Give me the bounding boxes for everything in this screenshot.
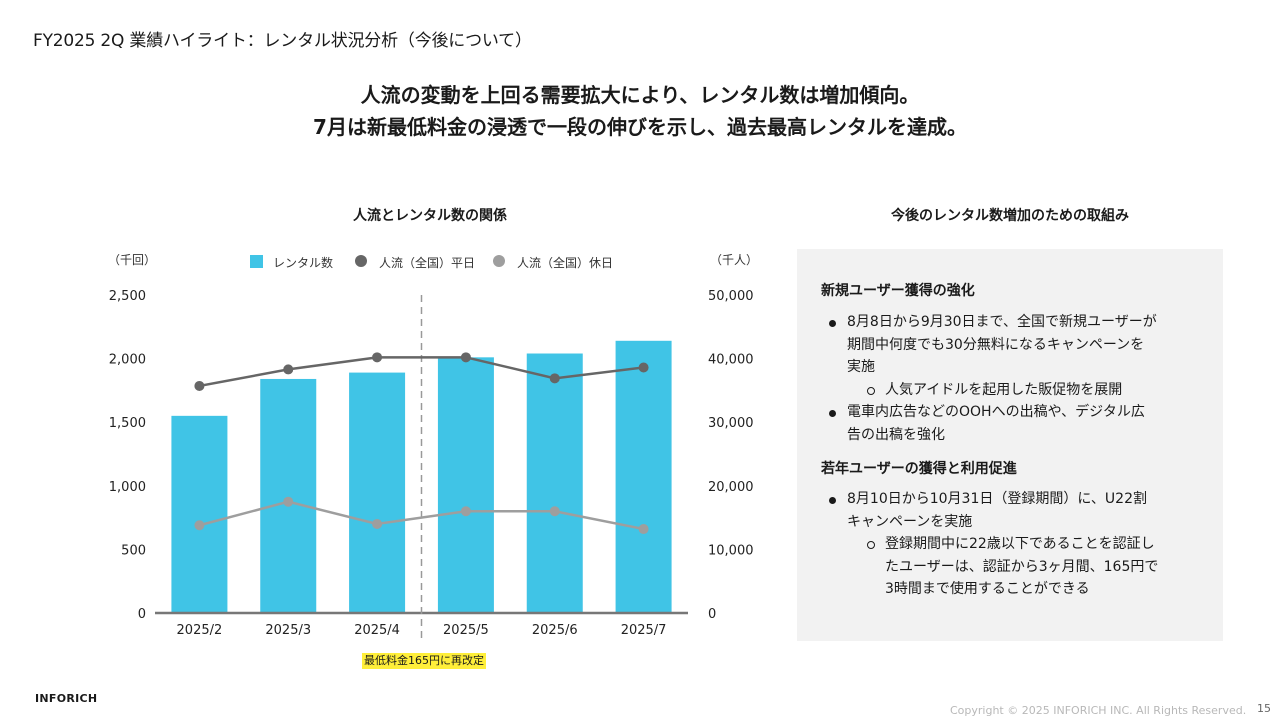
bar-2025-4 [349, 372, 406, 613]
left-tick-label: 2,500 [109, 289, 146, 304]
right-tick-label: 40,000 [708, 353, 754, 368]
legend-label-holiday: 人流（全国）休日 [517, 255, 613, 270]
young-users-list: 8月10日から10月31日（登録期間）に、U22割 キャンペーンを実施 登録期間… [827, 488, 1203, 601]
ticks-group: 0 500 1,000 1,500 2,000 2,500 0 10,000 20,000 30,… [109, 289, 754, 622]
left-axis-unit: （千回） [108, 253, 156, 267]
sub-list-item-line: 人気アイドルを起用した販促物を展開 [885, 381, 1123, 398]
sub-list: 登録期間中に22歳以下であることを認証し たユーザーは、認証から3ヶ月間、165… [847, 533, 1203, 601]
line-point [460, 506, 471, 517]
right-tick-label: 0 [708, 607, 716, 622]
chart-title: 人流とレンタル数の関係 [353, 208, 507, 224]
line-point [460, 352, 471, 363]
line-point [638, 362, 649, 373]
left-tick-label: 1,500 [109, 416, 146, 431]
section-title-young-users: 若年ユーザーの獲得と利用促進 [821, 461, 1017, 477]
line-point [283, 364, 294, 375]
bullet-dot-icon [829, 497, 836, 504]
category-label: 2025/3 [265, 623, 311, 638]
right-tick-label: 30,000 [708, 416, 754, 431]
category-label: 2025/7 [621, 623, 667, 638]
new-users-list: 8月8日から9月30日まで、全国で新規ユーザーが 期間中何度でも30分無料になる… [827, 311, 1203, 446]
right-tick-label: 10,000 [708, 543, 754, 558]
price-change-note: 最低料金165円に再改定 [362, 653, 486, 669]
list-item-line: 8月10日から10月31日（登録期間）に、U22割 [847, 491, 1147, 507]
bar-2025-5 [437, 357, 494, 613]
chart-legend: レンタル数 人流（全国）平日 人流（全国）休日 [250, 255, 613, 270]
headline-line-1: 人流の変動を上回る需要拡大により、レンタル数は増加傾向。 [360, 83, 920, 107]
list-item: 8月10日から10月31日（登録期間）に、U22割 キャンペーンを実施 登録期間… [827, 488, 1203, 601]
page-number: 15 [1257, 702, 1271, 715]
left-tick-label: 1,000 [109, 480, 146, 495]
right-tick-label: 20,000 [708, 480, 754, 495]
list-item: 電車内広告などのOOHへの出稿や、デジタル広 告の出稿を強化 [827, 401, 1203, 446]
sub-list: 人気アイドルを起用した販促物を展開 [847, 379, 1203, 402]
initiatives-heading: 今後のレンタル数増加のための取組み [891, 208, 1129, 224]
list-item-line: 電車内広告などのOOHへの出稿や、デジタル広 [847, 404, 1145, 420]
initiatives-panel: 新規ユーザー獲得の強化 8月8日から9月30日まで、全国で新規ユーザーが 期間中… [797, 249, 1223, 641]
category-label: 2025/4 [354, 623, 400, 638]
line-point [194, 520, 205, 531]
bar-2025-6 [526, 353, 583, 613]
line-point [283, 496, 294, 507]
list-item-line: 実施 [847, 359, 875, 375]
bar-2025-2 [171, 415, 228, 613]
line-series-人流（全国）平日 [199, 356, 644, 388]
legend-label-rentals: レンタル数 [273, 255, 333, 270]
left-tick-label: 2,000 [109, 353, 146, 368]
line-point [549, 373, 560, 384]
section-title-new-users: 新規ユーザー獲得の強化 [821, 283, 975, 299]
category-label: 2025/5 [443, 623, 489, 638]
bar-2025-7 [615, 340, 672, 613]
lines-group [194, 352, 649, 535]
left-tick-label: 500 [121, 543, 146, 558]
bullet-circle-icon [867, 386, 875, 395]
list-item: 8月8日から9月30日まで、全国で新規ユーザーが 期間中何度でも30分無料になる… [827, 311, 1203, 401]
chart: 0 500 1,000 1,500 2,000 2,500 0 10,000 20,000 30,… [108, 253, 758, 640]
bullet-dot-icon [829, 320, 836, 327]
headline-line-2: 7月は新最低料金の浸透で一段の伸びを示し、過去最高レンタルを達成。 [313, 115, 967, 139]
list-item-line: 8月8日から9月30日まで、全国で新規ユーザーが [847, 314, 1157, 330]
bullet-circle-icon [867, 541, 875, 549]
line-point [549, 506, 560, 517]
legend-swatch-holiday [493, 255, 505, 267]
line-point [638, 524, 649, 535]
sub-list-item-line: 登録期間中に22歳以下であることを認証し [885, 536, 1155, 552]
right-axis-unit: （千人） [710, 253, 758, 267]
category-labels-group: 2025/2 2025/3 2025/4 2025/5 2025/6 2025/7 [177, 623, 667, 638]
line-point [372, 352, 383, 363]
line-series-人流（全国）休日 [199, 500, 644, 531]
sub-list-item: 登録期間中に22歳以下であることを認証し たユーザーは、認証から3ヶ月間、165… [847, 533, 1203, 601]
left-tick-label: 0 [138, 607, 146, 622]
bars-group [171, 340, 672, 613]
legend-swatch-weekday [355, 255, 367, 267]
category-label: 2025/2 [177, 623, 223, 638]
copyright: Copyright © 2025 INFORICH INC. All Right… [950, 704, 1247, 717]
sub-list-item-line: 3時間まで使用することができる [885, 581, 1090, 597]
bar-2025-3 [260, 378, 317, 613]
list-item-line: キャンペーンを実施 [847, 513, 973, 530]
legend-label-weekday: 人流（全国）平日 [379, 255, 475, 270]
line-point [194, 380, 205, 391]
sub-list-item-line: たユーザーは、認証から3ヶ月間、165円で [885, 558, 1159, 575]
list-item-line: 告の出稿を強化 [847, 426, 945, 443]
category-label: 2025/6 [532, 623, 578, 638]
legend-swatch-rentals [250, 255, 263, 268]
slide-title: FY2025 2Q 業績ハイライト：レンタル状況分析（今後について） [33, 31, 532, 51]
bullet-dot-icon [829, 410, 836, 417]
right-tick-label: 50,000 [708, 289, 754, 304]
line-point [372, 518, 383, 529]
sub-list-item: 人気アイドルを起用した販促物を展開 [847, 379, 1203, 402]
company-logo: INFORICH [35, 692, 98, 705]
list-item-line: 期間中何度でも30分無料になるキャンペーンを [847, 336, 1145, 353]
